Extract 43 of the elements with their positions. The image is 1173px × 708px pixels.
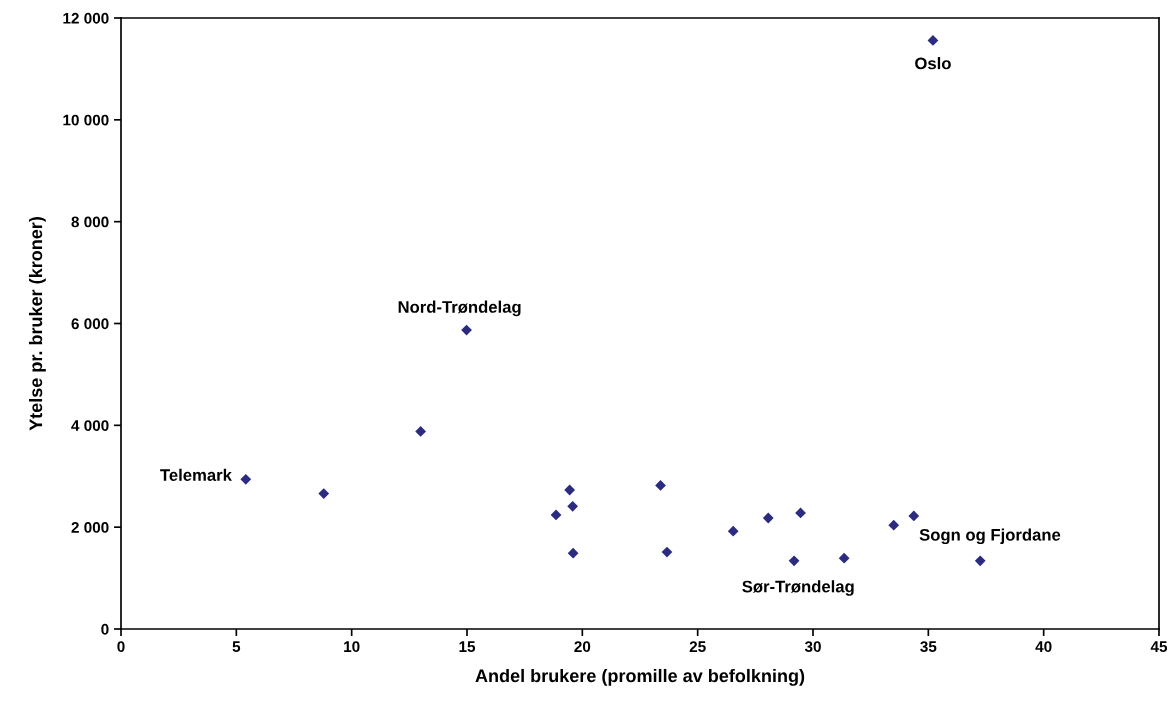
annotation: Nord-Trøndelag (398, 300, 521, 317)
point (888, 519, 900, 531)
x-tick-label: 25 (689, 641, 706, 653)
point (415, 426, 427, 437)
point (762, 512, 774, 524)
point (927, 35, 939, 46)
point (461, 324, 472, 336)
point (661, 546, 673, 558)
x-axis-title: Andel brukere (promille av befolkning) (475, 668, 805, 686)
annotation: Telemark (160, 468, 232, 481)
point (318, 488, 330, 499)
point (655, 480, 666, 491)
point (564, 484, 576, 496)
point (838, 552, 850, 564)
point (550, 509, 562, 521)
annotation: Sogn og Fjordane (919, 528, 1061, 545)
y-tick-label: 6 000 (71, 318, 109, 330)
annotation: Oslo (915, 57, 951, 70)
point (788, 555, 800, 567)
x-tick-label: 10 (344, 641, 360, 653)
x-tick-label: 20 (574, 641, 591, 653)
x-tick-label: 5 (232, 641, 241, 653)
y-tick-label: 10 000 (63, 114, 109, 126)
x-tick-label: 45 (1150, 641, 1168, 653)
annotation: Sør-Trøndelag (742, 580, 854, 596)
x-tick-label: 35 (920, 641, 937, 653)
point (567, 547, 579, 559)
point (727, 525, 739, 537)
point (795, 507, 806, 519)
y-tick-label: 2 000 (71, 522, 109, 533)
x-tick-label: 15 (459, 641, 476, 653)
point (974, 555, 986, 567)
point (908, 510, 920, 522)
x-tick-label: 0 (117, 641, 125, 653)
y-tick-label: 0 (101, 623, 109, 635)
x-tick-label: 40 (1035, 641, 1052, 653)
y-tick-label: 4 000 (71, 420, 109, 432)
point (240, 473, 252, 485)
point (567, 500, 579, 512)
x-tick-label: 30 (804, 641, 821, 653)
y-tick-label: 8 000 (71, 216, 109, 228)
y-tick-label: 12 000 (63, 12, 109, 24)
y-axis-title: Ytelse pr. bruker (kroner) (28, 217, 46, 431)
